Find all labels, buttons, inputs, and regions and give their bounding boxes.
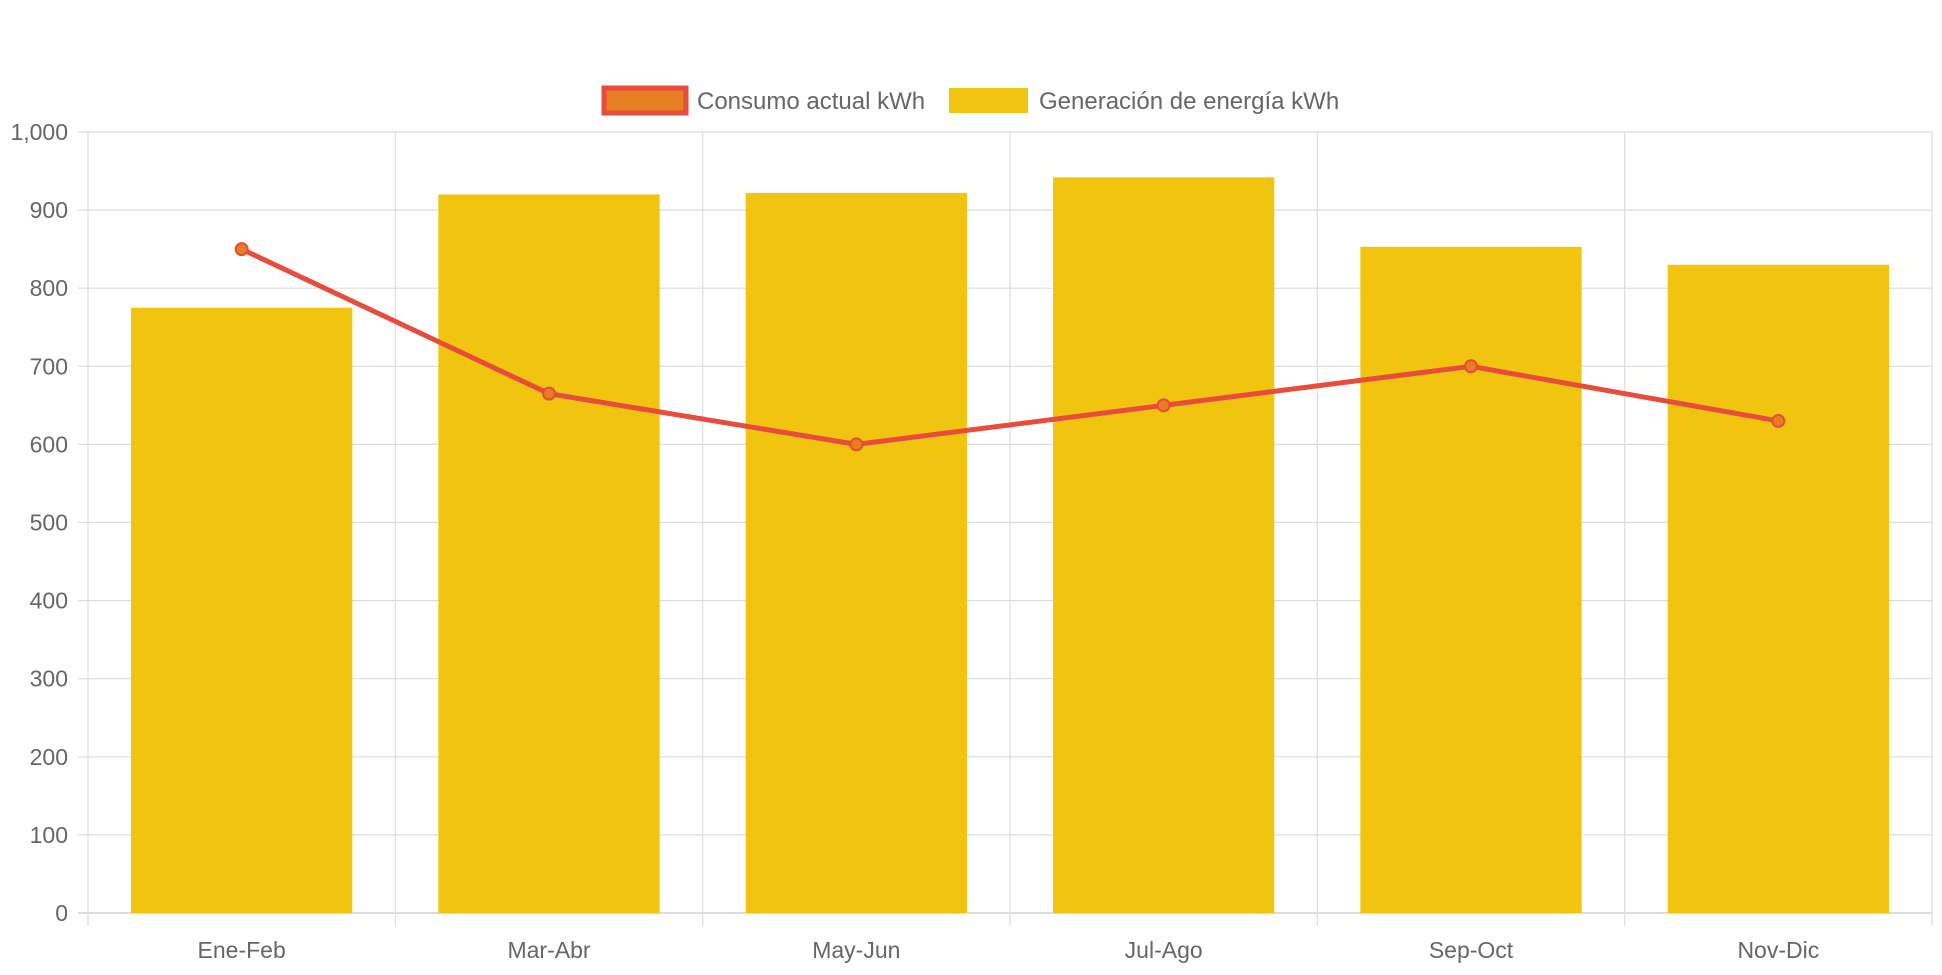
point-consumo[interactable] — [1156, 398, 1171, 413]
bar-generacion[interactable] — [438, 194, 660, 914]
legend[interactable]: Consumo actual kWh Generación de energía… — [601, 85, 1339, 116]
y-tick-label: 100 — [30, 822, 68, 848]
y-tick-label: 300 — [30, 666, 68, 692]
line-consumo — [240, 246, 1779, 447]
legend-label-consumo: Consumo actual kWh — [697, 88, 925, 115]
x-tick-label: May-Jun — [812, 937, 900, 963]
point-consumo[interactable] — [234, 242, 249, 257]
x-tick-label: Nov-Dic — [1737, 937, 1819, 963]
y-tick-label: 1,000 — [10, 119, 68, 145]
bar-generacion[interactable] — [1667, 264, 1889, 913]
legend-swatch-consumo — [601, 85, 689, 116]
y-tick-label: 600 — [30, 431, 68, 457]
legend-item-generacion[interactable]: Generación de energía kWh — [949, 88, 1339, 115]
y-tick-label: 900 — [30, 197, 68, 223]
point-consumo[interactable] — [1771, 413, 1786, 428]
x-tick-label: Ene-Feb — [198, 937, 286, 963]
bar-generacion[interactable] — [745, 192, 967, 914]
x-tick-label: Jul-Ago — [1125, 937, 1203, 963]
point-consumo[interactable] — [849, 437, 864, 452]
point-consumo[interactable] — [1464, 359, 1478, 374]
legend-swatch-generacion — [949, 88, 1028, 113]
point-consumo[interactable] — [542, 386, 556, 401]
x-tick-label: Mar-Abr — [507, 937, 590, 963]
x-tick-label: Sep-Oct — [1429, 937, 1514, 963]
line-series — [234, 242, 1786, 452]
bar-generacion[interactable] — [1360, 246, 1582, 913]
y-tick-label: 500 — [30, 510, 68, 536]
bar-generacion[interactable] — [131, 307, 353, 914]
y-tick-label: 700 — [30, 353, 68, 379]
bar-generacion[interactable] — [1053, 177, 1275, 914]
y-tick-label: 200 — [30, 744, 68, 770]
y-tick-label: 400 — [30, 588, 68, 614]
axes: 0 100 200 300 400 500 600 700 800 900 1,000 Ene-Feb… — [10, 119, 1819, 963]
legend-label-generacion: Generación de energía kWh — [1039, 88, 1339, 115]
legend-item-consumo[interactable]: Consumo actual kWh — [601, 85, 925, 116]
y-tick-label: 800 — [30, 275, 68, 301]
grid — [78, 131, 1933, 926]
y-tick-label: 0 — [55, 900, 68, 926]
bar-series — [131, 177, 1889, 914]
